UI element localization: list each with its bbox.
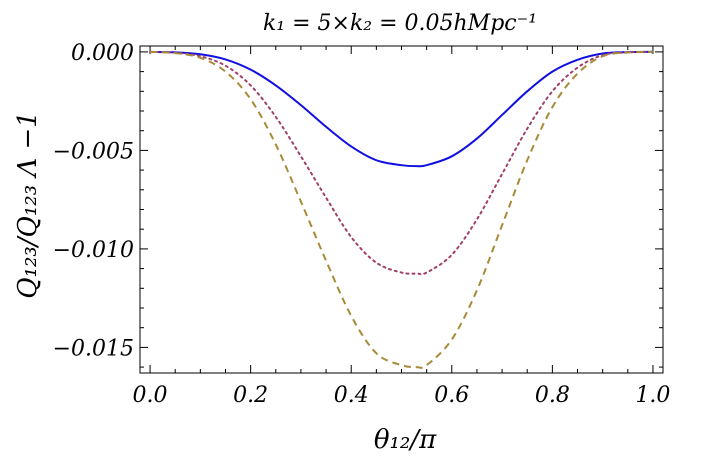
x-tick-label: 0.8: [535, 383, 570, 408]
y-tick-label: 0.000: [71, 41, 134, 66]
series-group: [149, 50, 654, 369]
chart-title: k₁ = 5×k₂ = 0.05hMpc⁻¹: [263, 11, 537, 36]
x-tick-label: 0.4: [334, 383, 369, 408]
x-tick-label: 0.2: [233, 383, 268, 408]
series-dashed: [150, 50, 653, 369]
y-tick-label: −0.015: [53, 336, 134, 361]
series-dotted: [149, 50, 654, 276]
series-solid: [150, 50, 653, 168]
x-tick-label: 1.0: [635, 383, 670, 408]
plot-frame: [139, 45, 664, 374]
y-tick-label: −0.005: [53, 139, 134, 164]
x-tick-label: 0.0: [133, 383, 168, 408]
x-axis-label: θ₁₂/π: [374, 425, 437, 455]
y-axis: 0.000 −0.005 −0.010 −0.015: [53, 41, 663, 368]
y-tick-label: −0.010: [53, 238, 134, 263]
x-tick-label: 0.6: [434, 383, 469, 408]
y-axis-label: Q₁₂₃/Q₁₂₃ Λ −1: [13, 111, 43, 299]
x-axis: 0.0 0.2 0.4 0.6 0.8 1.0: [133, 46, 670, 408]
